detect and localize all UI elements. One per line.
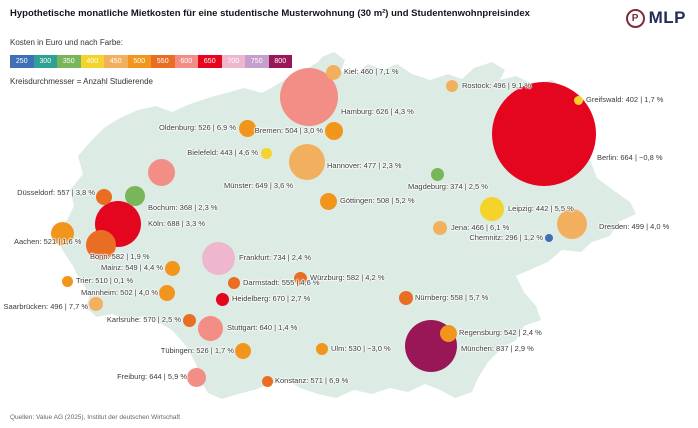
city-bubble-Tübingen xyxy=(235,343,251,359)
city-label-Bochum: Bochum: 368 | 2,3 % xyxy=(148,203,218,212)
city-label-Hannover: Hannover: 477 | 2,3 % xyxy=(327,161,402,170)
city-label-München: München: 837 | 2,9 % xyxy=(461,344,534,353)
city-bubble-Mainz xyxy=(164,260,180,276)
city-label-Köln: Köln: 688 | 3,3 % xyxy=(148,219,205,228)
city-bubble-Mannheim xyxy=(159,285,175,301)
city-bubble-Freiburg xyxy=(186,367,206,387)
legend-swatch-400: 400 xyxy=(80,55,104,68)
city-label-Aachen: Aachen: 521 | 1,6 % xyxy=(14,237,82,246)
legend-swatch-250: 250 xyxy=(10,55,34,68)
city-label-Chemnitz: Chemnitz: 296 | 1,2 % xyxy=(469,233,543,242)
city-bubble-Bielefeld xyxy=(260,147,272,159)
page-title: Hypothetische monatliche Mietkosten für … xyxy=(10,8,530,19)
city-bubble-Würzburg xyxy=(293,271,307,285)
city-label-Saarbrücken: Saarbrücken: 496 | 7,7 % xyxy=(3,302,89,311)
legend-swatch-350: 350 xyxy=(57,55,81,68)
legend-cost-label: Kosten in Euro und nach Farbe: xyxy=(10,38,123,47)
city-bubble-Kiel xyxy=(325,64,341,80)
city-label-Regensburg: Regensburg: 542 | 2,4 % xyxy=(459,328,542,337)
legend-swatch-600: 600 xyxy=(174,55,198,68)
city-label-Heidelberg: Heidelberg: 670 | 2,7 % xyxy=(232,294,311,303)
city-bubble-Hannover xyxy=(289,144,325,180)
city-bubble-Bonn xyxy=(86,230,116,260)
city-label-Oldenburg: Oldenburg: 526 | 6,9 % xyxy=(159,123,236,132)
city-bubble-Dresden xyxy=(557,209,587,239)
legend: Kosten in Euro und nach Farbe: 250 300 350… xyxy=(10,38,292,86)
city-label-Würzburg: Würzburg: 582 | 4,2 % xyxy=(310,273,385,282)
legend-swatch-800: 800 xyxy=(268,55,292,68)
city-bubble-Darmstadt xyxy=(228,277,240,289)
legend-swatch-700: 700 xyxy=(221,55,245,68)
city-label-Hamburg: Hamburg: 626 | 4,3 % xyxy=(341,107,414,116)
city-label-Mainz: Mainz: 549 | 4,4 % xyxy=(101,263,163,272)
city-bubble-Leipzig xyxy=(480,197,504,221)
city-bubble-Greifswald xyxy=(573,95,583,105)
mlp-logo: P MLP xyxy=(625,8,686,28)
city-label-Berlin: Berlin: 664 | −0,8 % xyxy=(597,153,663,162)
city-bubble-Ulm xyxy=(316,343,328,355)
city-bubble-Düsseldorf xyxy=(96,189,112,205)
city-label-Düsseldorf: Düsseldorf: 557 | 3,8 % xyxy=(17,188,95,197)
city-label-Kiel: Kiel: 460 | 7,1 % xyxy=(344,67,399,76)
city-label-Trier: Trier: 510 | 0,1 % xyxy=(76,276,134,285)
city-bubble-Magdeburg xyxy=(430,167,444,181)
germany-outline xyxy=(57,52,636,399)
city-label-Tübingen: Tübingen: 526 | 1,7 % xyxy=(160,346,234,355)
city-label-Göttingen: Göttingen: 508 | 5,2 % xyxy=(340,196,415,205)
city-label-Stuttgart: Stuttgart: 640 | 1,4 % xyxy=(227,323,298,332)
city-label-Rostock: Rostock: 496 | 9,1 % xyxy=(462,81,532,90)
city-bubble-Münster xyxy=(147,158,175,186)
city-bubble-Heidelberg xyxy=(215,292,229,306)
source-note: Quellen: Value AG (2025), Institut der d… xyxy=(10,414,181,421)
city-label-Darmstadt: Darmstadt: 555 | 4,6 % xyxy=(243,278,320,287)
city-label-Münster: Münster: 649 | 3,6 % xyxy=(224,181,294,190)
mlp-logo-text: MLP xyxy=(648,8,686,27)
legend-swatch-300: 300 xyxy=(33,55,57,68)
city-bubble-Oldenburg xyxy=(238,119,256,137)
city-bubble-Stuttgart xyxy=(197,315,223,341)
legend-swatch-450: 450 xyxy=(104,55,128,68)
city-bubble-Bremen xyxy=(325,122,343,140)
legend-swatch-650: 650 xyxy=(198,55,222,68)
city-label-Greifswald: Greifswald: 402 | 1,7 % xyxy=(586,95,664,104)
city-label-Konstanz: Konstanz: 571 | 6,9 % xyxy=(275,376,349,385)
city-bubble-Bochum xyxy=(125,186,145,206)
city-label-Jena: Jena: 466 | 6,1 % xyxy=(451,223,510,232)
legend-swatch-500: 500 xyxy=(127,55,151,68)
city-label-Bonn: Bonn: 582 | 1,9 % xyxy=(90,252,150,261)
city-label-Dresden: Dresden: 499 | 4,0 % xyxy=(599,222,670,231)
city-label-Mannheim: Mannheim: 502 | 4,0 % xyxy=(81,288,158,297)
city-bubble-Saarbrücken xyxy=(89,297,103,311)
city-label-Freiburg: Freiburg: 644 | 5,9 % xyxy=(117,372,187,381)
city-bubble-Rostock xyxy=(446,80,458,92)
city-label-Nürnberg: Nürnberg: 558 | 5,7 % xyxy=(415,293,489,302)
city-label-Bremen: Bremen: 504 | 3,0 % xyxy=(254,126,323,135)
city-label-Magdeburg: Magdeburg: 374 | 2,5 % xyxy=(408,182,488,191)
city-label-Frankfurt: Frankfurt: 734 | 2,4 % xyxy=(239,253,311,262)
city-bubble-Aachen xyxy=(50,221,74,245)
city-label-Bielefeld: Bielefeld: 443 | 4,6 % xyxy=(187,148,258,157)
legend-swatch-750: 750 xyxy=(245,55,269,68)
city-bubble-Regensburg xyxy=(439,324,457,342)
city-bubble-Jena xyxy=(433,221,447,235)
city-bubble-Karlsruhe xyxy=(182,313,196,327)
legend-swatch-550: 550 xyxy=(151,55,175,68)
city-bubble-Chemnitz xyxy=(545,234,553,242)
legend-size-label: Kreisdurchmesser = Anzahl Studierende xyxy=(10,77,153,86)
city-bubble-Trier xyxy=(61,275,73,287)
city-label-Karlsruhe: Karlsruhe: 570 | 2,5 % xyxy=(106,315,181,324)
mlp-logo-p-icon: P xyxy=(625,8,645,28)
city-label-Ulm: Ulm: 530 | −3,0 % xyxy=(331,344,391,353)
city-label-Leipzig: Leipzig: 442 | 5,5 % xyxy=(508,204,574,213)
legend-scale: 250 300 350 400 450 500 550 600 650 700 750 800 xyxy=(10,55,292,68)
header: Hypothetische monatliche Mietkosten für … xyxy=(10,8,610,19)
city-bubble-Frankfurt xyxy=(201,241,235,275)
city-bubble-Göttingen xyxy=(319,192,337,210)
city-bubble-Nürnberg xyxy=(399,291,413,305)
city-bubble-Konstanz xyxy=(261,375,273,387)
